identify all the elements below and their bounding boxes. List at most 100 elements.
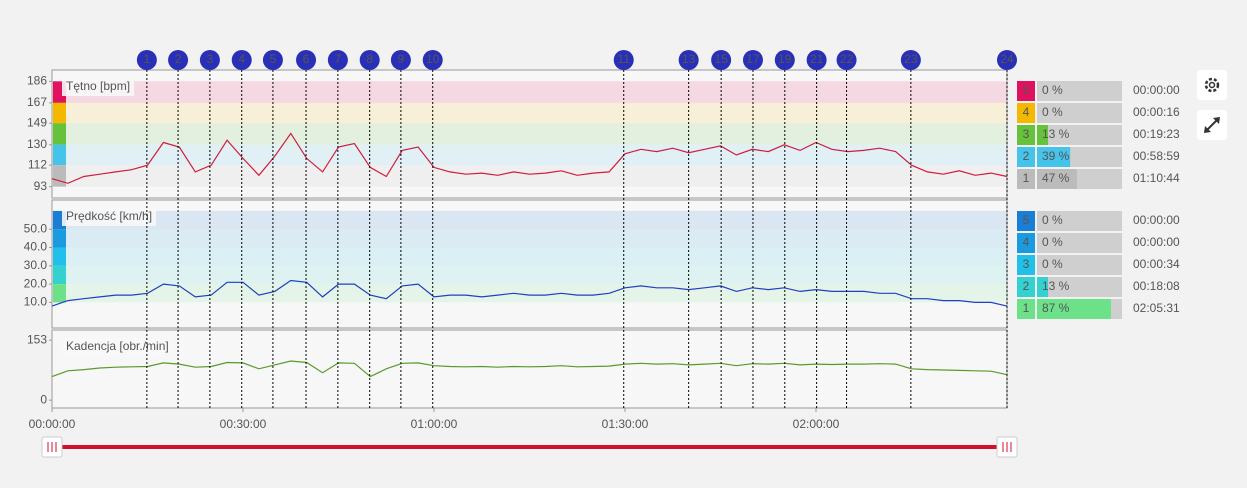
lap-label: 19 [778, 52, 792, 66]
gear-icon-center [1208, 81, 1216, 89]
zone-bar-bg [1037, 233, 1122, 253]
zone-number: 5 [1023, 213, 1030, 227]
lap-label: 21 [810, 52, 824, 66]
lap-circle [774, 50, 795, 70]
lap-marker[interactable]: 13 [678, 50, 699, 70]
range-handle-left[interactable] [41, 436, 63, 458]
axis-title-box [62, 78, 135, 96]
zone-band [52, 210, 1007, 230]
zone-marker [53, 229, 66, 248]
zone-percent: 0 % [1042, 83, 1063, 97]
y-tick-label: 130 [27, 137, 47, 151]
zone-marker [53, 247, 66, 266]
zone-bar [1037, 169, 1077, 189]
lap-label: 4 [238, 52, 245, 66]
lap-circle [296, 50, 317, 70]
lap-label: 11 [617, 52, 630, 66]
zone-number: 1 [1023, 301, 1030, 315]
zone-time: 00:58:59 [1133, 149, 1180, 163]
data-line [51, 132, 1008, 184]
lap-marker[interactable]: 19 [774, 50, 795, 70]
zone-time: 00:00:00 [1133, 83, 1180, 97]
lap-label: 7 [335, 52, 342, 66]
y-tick-label: 40.0 [24, 240, 48, 254]
axis-title-box [62, 208, 157, 226]
zone-percent: 0 % [1042, 235, 1063, 249]
zone-number-box [1017, 299, 1035, 319]
lap-circle [327, 50, 348, 70]
lap-marker[interactable]: 22 [836, 50, 857, 70]
zone-bar-bg [1037, 103, 1122, 123]
data-line [51, 360, 1008, 378]
zone-number: 2 [1023, 149, 1030, 163]
zone-number-box [1017, 103, 1035, 123]
zone-time: 00:19:23 [1133, 127, 1180, 141]
zone-band [52, 102, 1007, 124]
zoom-button[interactable] [1197, 110, 1227, 140]
lap-circle [711, 50, 732, 70]
zone-time: 00:00:16 [1133, 105, 1180, 119]
lap-marker[interactable]: 3 [199, 50, 220, 70]
zone-time: 00:00:34 [1133, 257, 1180, 271]
y-tick-label: 112 [28, 157, 47, 171]
lap-circle [613, 50, 634, 70]
lap-marker[interactable]: 8 [359, 50, 380, 70]
range-handle-right[interactable] [996, 436, 1018, 458]
lap-marker[interactable]: 10 [422, 50, 443, 70]
zone-percent: 0 % [1042, 105, 1063, 119]
zone-bar [1037, 125, 1049, 145]
zone-bar-bg [1037, 81, 1122, 101]
lap-label: 24 [1000, 52, 1014, 66]
zone-number: 3 [1023, 257, 1030, 271]
lap-circle [900, 50, 921, 70]
zone-time: 00:00:00 [1133, 235, 1180, 249]
zone-band [52, 265, 1007, 285]
lap-label: 5 [270, 52, 277, 66]
lap-label: 3 [207, 52, 214, 66]
zone-number: 2 [1023, 279, 1030, 293]
lap-marker[interactable]: 15 [711, 50, 732, 70]
zone-number: 5 [1023, 83, 1030, 97]
zone-number-box [1017, 125, 1035, 145]
zone-number-box [1017, 81, 1035, 101]
lap-label: 17 [746, 52, 760, 66]
lap-marker[interactable]: 21 [806, 50, 827, 70]
zone-marker [53, 102, 66, 124]
lap-marker[interactable]: 2 [168, 50, 189, 70]
zone-bar-bg [1037, 277, 1122, 297]
lap-label: 9 [398, 52, 405, 66]
zone-bar-bg [1037, 125, 1122, 145]
zone-number: 4 [1023, 235, 1030, 249]
zone-percent: 0 % [1042, 213, 1063, 227]
zone-number-box [1017, 277, 1035, 297]
lap-marker[interactable]: 6 [296, 50, 317, 70]
zone-time: 00:00:00 [1133, 213, 1180, 227]
lap-marker[interactable]: 5 [262, 50, 283, 70]
lap-circle [168, 50, 189, 70]
zone-bar-bg [1037, 211, 1122, 231]
lap-circle [136, 50, 157, 70]
data-line [51, 279, 1008, 307]
lap-marker[interactable]: 1 [136, 50, 157, 70]
zone-number-box [1017, 211, 1035, 231]
lap-marker[interactable]: 23 [900, 50, 921, 70]
zone-bar-bg [1037, 255, 1122, 275]
axis-title-box [62, 338, 173, 356]
y-tick-label: 30.0 [24, 258, 48, 272]
lap-circle [742, 50, 763, 70]
lap-marker[interactable]: 11 [613, 50, 634, 70]
lap-marker[interactable]: 9 [390, 50, 411, 70]
zone-band [52, 284, 1007, 303]
lap-marker[interactable]: 4 [231, 50, 252, 70]
axis-title: Kadencja [obr./min] [66, 339, 169, 353]
zone-marker [53, 123, 66, 145]
lap-marker[interactable]: 7 [327, 50, 348, 70]
lap-circle [836, 50, 857, 70]
settings-button[interactable] [1197, 70, 1227, 100]
lap-label: 15 [714, 52, 728, 66]
lap-marker[interactable]: 17 [742, 50, 763, 70]
zone-percent: 87 % [1042, 301, 1070, 315]
y-tick-label: 149 [27, 115, 47, 129]
lap-marker[interactable]: 24 [997, 50, 1017, 70]
